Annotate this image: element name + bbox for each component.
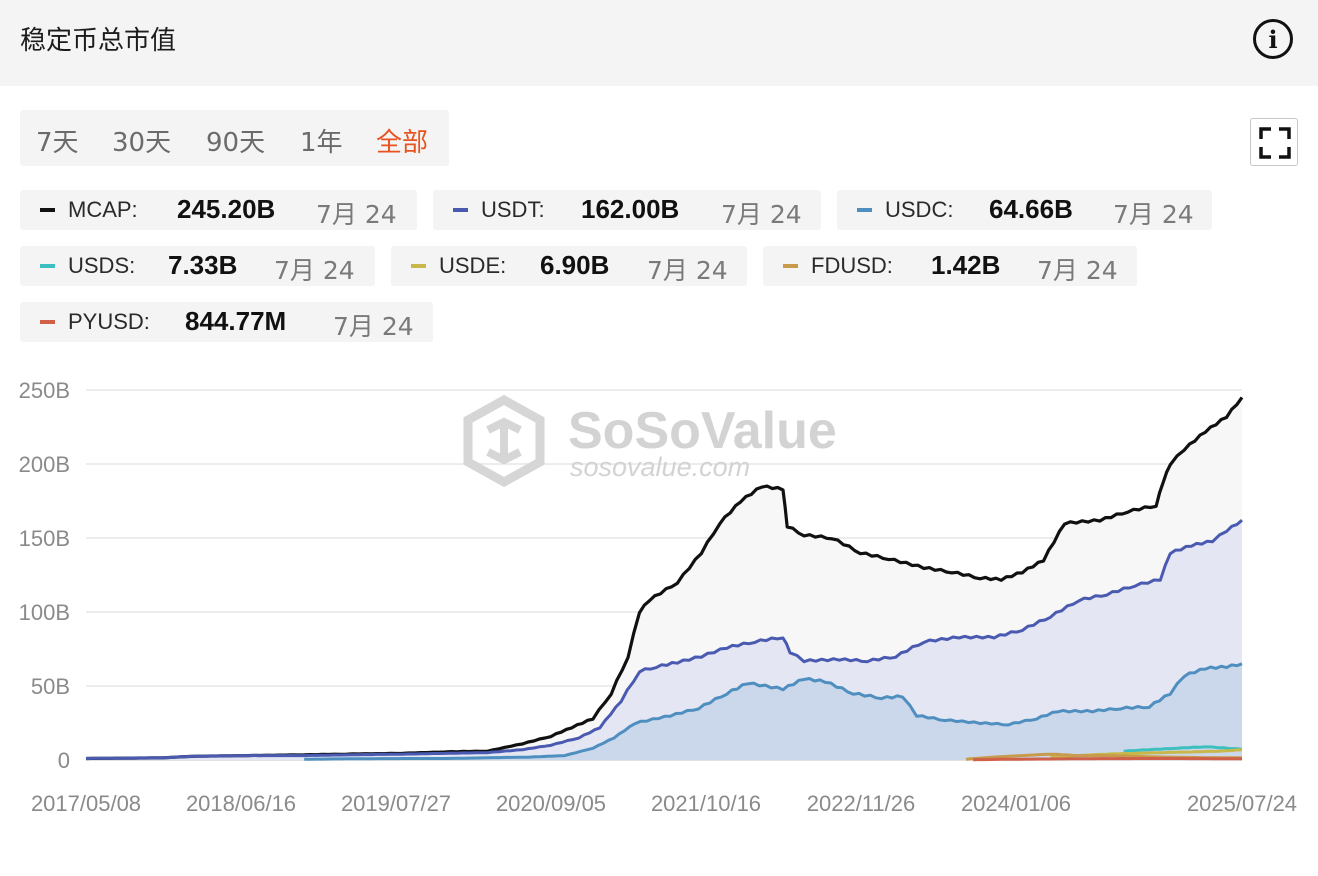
legend-name: MCAP: (68, 197, 138, 222)
legend-date: 7月 24 (1037, 256, 1118, 285)
fullscreen-icon (1259, 127, 1291, 159)
x-tick-label: 2020/09/05 (496, 791, 606, 816)
y-tick-label: 50B (31, 674, 70, 699)
legend-date: 7月 24 (316, 200, 397, 229)
line-usdc (304, 662, 1243, 761)
tab-90d[interactable]: 90天 (206, 128, 266, 158)
y-axis: 0 50B 100B 150B 200B 250B (19, 378, 70, 773)
line-usds (1123, 745, 1243, 753)
x-tick-label: 2024/01/06 (961, 791, 1071, 816)
sosovalue-logo-icon (463, 394, 545, 488)
series-lines (85, 396, 1244, 762)
x-tick-label: 2025/07/24 (1187, 791, 1297, 816)
time-range-tabs: 7天 30天 90天 1年 全部 (20, 110, 449, 166)
legend-value: 245.20B (177, 194, 276, 224)
x-tick-label: 2018/06/16 (186, 791, 296, 816)
legend-swatch-fdusd (783, 264, 798, 268)
legend-usdc[interactable]: USDC: 64.66B 7月 24 (837, 190, 1212, 230)
legend-date: 7月 24 (721, 200, 802, 229)
y-tick-label: 200B (19, 452, 70, 477)
fullscreen-button[interactable] (1250, 118, 1298, 166)
x-tick-label: 2019/07/27 (341, 791, 451, 816)
legend-value: 64.66B (989, 194, 1073, 224)
x-tick-label: 2017/05/08 (31, 791, 141, 816)
tab-7d[interactable]: 7天 (36, 128, 79, 158)
legend-date: 7月 24 (647, 256, 728, 285)
legend-mcap[interactable]: MCAP: 245.20B 7月 24 (20, 190, 417, 230)
legend-value: 1.42B (931, 250, 1001, 280)
legend-name: USDS: (68, 253, 136, 278)
legend-name: FDUSD: (811, 253, 893, 278)
stablecoin-mcap-chart[interactable]: SoSoValue sosovalue.com 0 50B 100B 150B 200B… (0, 360, 1318, 830)
y-tick-label: 250B (19, 378, 70, 403)
line-pyusd (973, 757, 1243, 762)
legend-value: 162.00B (581, 194, 680, 224)
x-axis: 2017/05/08 2018/06/16 2019/07/27 2020/09/05… (31, 791, 1297, 816)
x-tick-label: 2022/11/26 (807, 791, 915, 816)
legend-swatch-pyusd (40, 320, 55, 324)
legend-swatch-usde (411, 264, 426, 268)
area-usdc (304, 663, 1242, 760)
tab-30d[interactable]: 30天 (112, 128, 172, 158)
legend-swatch-usds (40, 264, 55, 268)
legend-date: 7月 24 (274, 256, 355, 285)
x-tick-label: 2021/10/16 (651, 791, 761, 816)
watermark-url: sosovalue.com (570, 452, 750, 482)
watermark-brand: SoSoValue (568, 402, 837, 460)
line-usdt (85, 519, 1243, 760)
legend-fdusd[interactable]: FDUSD: 1.42B 7月 24 (763, 246, 1137, 286)
legend-usdt[interactable]: USDT: 162.00B 7月 24 (433, 190, 821, 230)
legend-date: 7月 24 (1113, 200, 1194, 229)
legend-value: 7.33B (168, 250, 238, 280)
tab-1y[interactable]: 1年 (300, 128, 343, 158)
legend-swatch-usdt (453, 208, 468, 212)
legend-value: 6.90B (540, 250, 610, 280)
y-tick-label: 100B (19, 600, 70, 625)
legend-value: 844.77M (185, 306, 287, 336)
y-tick-label: 150B (19, 526, 70, 551)
legend-swatch-mcap (40, 208, 55, 212)
header-bar: 稳定币总市值 i (0, 0, 1318, 86)
legend-name: USDC: (885, 197, 954, 222)
watermark: SoSoValue sosovalue.com (463, 394, 837, 488)
area-usdt (86, 520, 1242, 760)
series-areas (86, 397, 1242, 760)
legend-name: USDE: (439, 253, 507, 278)
legend-usds[interactable]: USDS: 7.33B 7月 24 (20, 246, 375, 286)
tab-all[interactable]: 全部 (376, 128, 429, 158)
legend-name: PYUSD: (68, 309, 150, 334)
info-icon[interactable]: i (1253, 19, 1293, 59)
legend-swatch-usdc (857, 208, 872, 212)
legend-date: 7月 24 (333, 312, 414, 341)
legend-name: USDT: (481, 197, 545, 222)
y-tick-label: 0 (58, 748, 70, 773)
legend-pyusd[interactable]: PYUSD: 844.77M 7月 24 (20, 302, 433, 342)
page-title: 稳定币总市值 (20, 26, 177, 56)
legend-usde[interactable]: USDE: 6.90B 7月 24 (391, 246, 747, 286)
